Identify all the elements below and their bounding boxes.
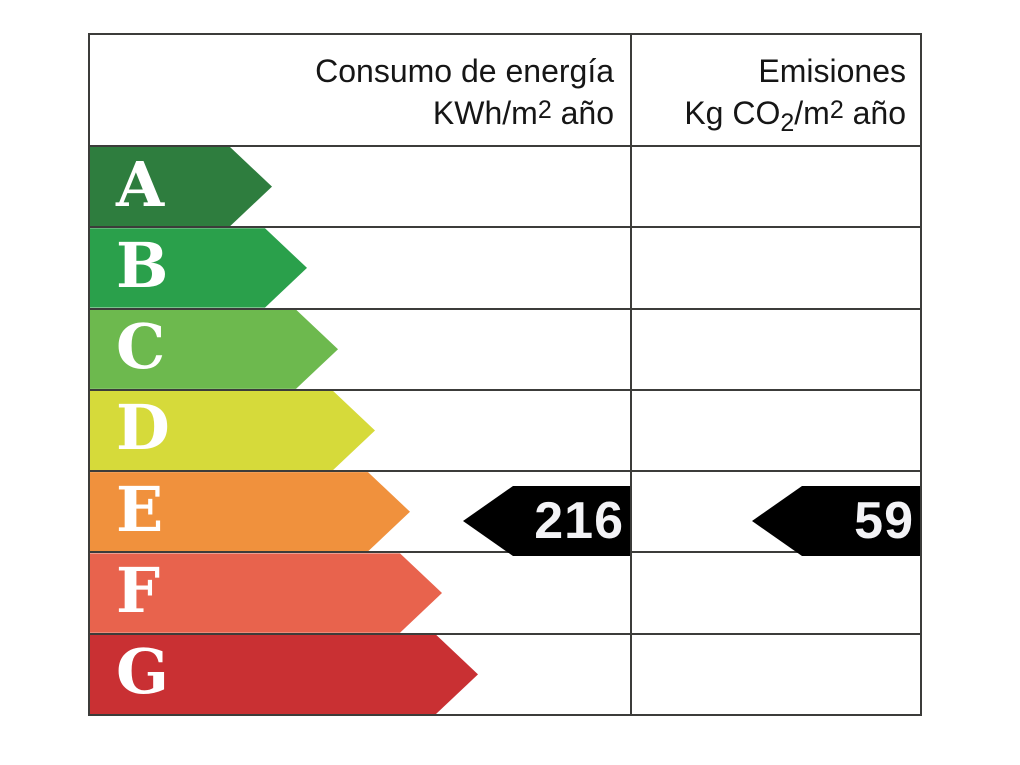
rating-row-G: G (90, 634, 920, 714)
consumption-unit-superscript: 2 (537, 96, 552, 124)
rating-letter-A: A (116, 147, 165, 221)
rating-row-B: B (90, 228, 920, 310)
table-header: Consumo de energía KWh/m2 año Emisiones … (90, 35, 920, 147)
emissions-unit-subscript: 2 (780, 109, 795, 137)
rating-row-D: D (90, 390, 920, 473)
consumption-unit-label: KWh/m2 año (90, 91, 614, 133)
emissions-unit-post: año (843, 95, 906, 131)
emissions-unit-mid: /m (794, 95, 830, 131)
rating-bar-G: G (90, 635, 478, 714)
consumption-unit-post: año (551, 95, 614, 131)
emissions-title: Emisiones (758, 53, 906, 89)
emissions-unit-label: Kg CO2/m2 año (632, 91, 906, 143)
rating-bar-A: A (90, 147, 272, 226)
consumption-title: Consumo de energía (315, 53, 614, 89)
rating-bar-C: C (90, 310, 338, 389)
rating-row-A: A (90, 147, 920, 229)
rating-letter-B: B (116, 228, 169, 302)
rating-bar-B: B (90, 228, 307, 307)
consumption-header-cell: Consumo de energía KWh/m2 año (90, 35, 630, 145)
rating-bar-E: E (90, 472, 410, 551)
rating-letter-F: F (116, 554, 161, 628)
emissions-header-cell: Emisiones Kg CO2/m2 año (632, 35, 920, 145)
rating-letter-C: C (116, 310, 166, 384)
consumption-unit-pre: KWh/m (432, 95, 538, 131)
rating-row-C: C (90, 309, 920, 391)
rating-letter-D: D (116, 391, 170, 465)
rating-bar-F: F (90, 553, 442, 632)
rating-table: Consumo de energía KWh/m2 año Emisiones … (88, 33, 922, 716)
consumption-value: 216 (534, 492, 624, 550)
rating-bar-D: D (90, 391, 375, 470)
emissions-value: 59 (854, 492, 914, 550)
rating-row-F: F (90, 553, 920, 635)
emissions-unit-superscript: 2 (829, 96, 844, 124)
column-divider (630, 35, 632, 714)
emissions-unit-pre: Kg CO (684, 95, 781, 131)
rating-letter-E: E (116, 472, 164, 546)
rating-letter-G: G (116, 635, 169, 709)
